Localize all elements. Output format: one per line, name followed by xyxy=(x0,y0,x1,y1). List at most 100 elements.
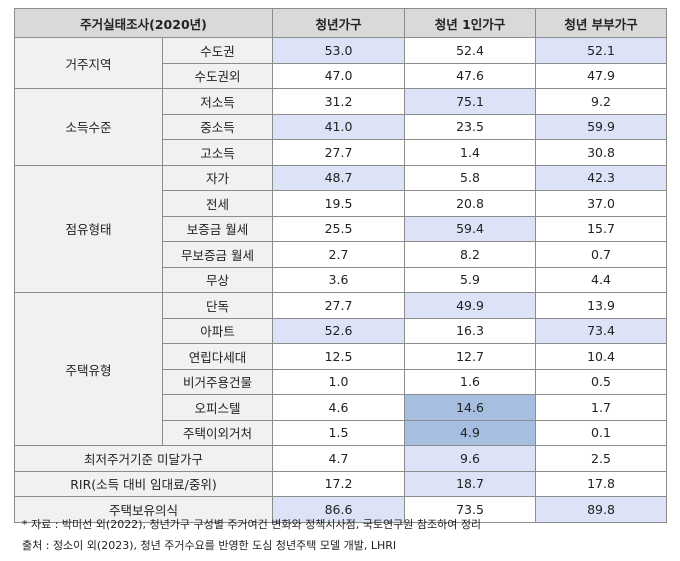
value-cell: 5.9 xyxy=(404,266,536,293)
value-cell: 0.1 xyxy=(535,419,667,446)
value-cell: 12.5 xyxy=(272,343,405,370)
value-cell: 52.1 xyxy=(535,37,667,64)
value-cell: 4.7 xyxy=(272,445,405,472)
citation-note: 출처 : 정소이 외(2023), 청년 주거수요를 반영한 도심 청년주택 모… xyxy=(22,539,397,552)
value-cell: 2.5 xyxy=(535,445,667,472)
value-cell: 27.7 xyxy=(272,139,405,166)
table-row: 보증금 월세 25.5 59.4 15.7 xyxy=(15,215,667,242)
row-label: 주택보유의식 xyxy=(14,496,273,523)
table-row: 거주지역 수도권 53.0 52.4 52.1 xyxy=(14,37,667,89)
value-cell: 86.6 xyxy=(272,496,405,523)
group-label: 소득수준 xyxy=(14,88,163,166)
value-cell: 19.5 xyxy=(272,190,405,217)
value-cell: 49.9 xyxy=(404,292,536,319)
value-cell: 1.5 xyxy=(272,419,405,446)
value-cell: 59.4 xyxy=(404,215,536,242)
row-label: 아파트 xyxy=(162,317,273,344)
table-row: 오피스텔 4.6 14.6 1.7 xyxy=(15,394,667,421)
table-row: 점유형태 자가 48.7 5.8 42.3 xyxy=(14,164,667,293)
value-cell: 1.6 xyxy=(404,368,536,395)
value-cell: 42.3 xyxy=(535,164,667,191)
value-cell: 73.5 xyxy=(404,496,536,523)
value-cell: 27.7 xyxy=(272,292,405,319)
value-cell: 0.5 xyxy=(535,368,667,395)
row-label: 저소득 xyxy=(162,88,273,115)
value-cell: 47.0 xyxy=(272,62,405,89)
row-label: 최저주거기준 미달가구 xyxy=(14,445,273,472)
value-cell: 48.7 xyxy=(272,164,405,191)
value-cell: 18.7 xyxy=(404,470,536,497)
value-cell: 9.6 xyxy=(404,445,536,472)
value-cell: 17.2 xyxy=(272,470,405,497)
value-cell: 4.9 xyxy=(404,419,536,446)
table-row: 연립다세대 12.5 12.7 10.4 xyxy=(15,343,667,370)
table-row: 전세 19.5 20.8 37.0 xyxy=(15,190,667,217)
value-cell: 10.4 xyxy=(535,343,667,370)
value-cell: 14.6 xyxy=(404,394,536,421)
row-label: 연립다세대 xyxy=(162,343,273,370)
value-cell: 3.6 xyxy=(272,266,405,293)
value-cell: 37.0 xyxy=(535,190,667,217)
value-cell: 52.4 xyxy=(404,37,536,64)
header-youth-single: 청년 1인가구 xyxy=(404,8,536,38)
row-label: RIR(소득 대비 임대료/중위) xyxy=(14,470,273,497)
value-cell: 8.2 xyxy=(404,241,536,268)
value-cell: 1.7 xyxy=(535,394,667,421)
value-cell: 1.4 xyxy=(404,139,536,166)
table-header-row: 주거실태조사(2020년) 청년가구 청년 1인가구 청년 부부가구 xyxy=(14,8,667,38)
row-label: 수도권외 xyxy=(162,62,273,89)
row-label: 단독 xyxy=(162,292,273,319)
row-label: 무보증금 월세 xyxy=(162,241,273,268)
table-body: 거주지역 수도권 53.0 52.4 52.1 수도권외 47.0 47.6 47.9 소득수준 저… xyxy=(14,37,667,523)
row-label: 오피스텔 xyxy=(162,394,273,421)
group-label: 주택유형 xyxy=(14,292,163,446)
value-cell: 16.3 xyxy=(404,317,536,344)
table-row: 수도권외 47.0 47.6 47.9 xyxy=(15,62,667,89)
table-row: 주택유형 단독 27.7 49.9 13.9 xyxy=(14,292,667,446)
table-row: 주택이외거처 1.5 4.9 0.1 xyxy=(15,419,667,446)
value-cell: 5.8 xyxy=(404,164,536,191)
value-cell: 1.0 xyxy=(272,368,405,395)
value-cell: 53.0 xyxy=(272,37,405,64)
value-cell: 75.1 xyxy=(404,88,536,115)
value-cell: 30.8 xyxy=(535,139,667,166)
header-youth-couple: 청년 부부가구 xyxy=(535,8,667,38)
value-cell: 47.9 xyxy=(535,62,667,89)
header-survey: 주거실태조사(2020년) xyxy=(14,8,273,38)
row-label: 중소득 xyxy=(162,113,273,140)
group-label: 거주지역 xyxy=(14,37,163,89)
value-cell: 23.5 xyxy=(404,113,536,140)
table-row: RIR(소득 대비 임대료/중위) 17.2 18.7 17.8 xyxy=(14,470,667,497)
value-cell: 41.0 xyxy=(272,113,405,140)
value-cell: 73.4 xyxy=(535,317,667,344)
row-label: 비거주용건물 xyxy=(162,368,273,395)
row-label: 전세 xyxy=(162,190,273,217)
source-note: * 자료 : 박미선 외(2022), 청년가구 구성별 주거여건 변화와 정책… xyxy=(22,518,482,531)
row-label: 무상 xyxy=(162,266,273,293)
value-cell: 4.6 xyxy=(272,394,405,421)
table-row: 중소득 41.0 23.5 59.9 xyxy=(15,113,667,140)
table-row: 최저주거기준 미달가구 4.7 9.6 2.5 xyxy=(14,445,667,472)
value-cell: 0.7 xyxy=(535,241,667,268)
row-label: 고소득 xyxy=(162,139,273,166)
value-cell: 9.2 xyxy=(535,88,667,115)
header-youth-households: 청년가구 xyxy=(272,8,405,38)
value-cell: 4.4 xyxy=(535,266,667,293)
value-cell: 17.8 xyxy=(535,470,667,497)
row-label: 수도권 xyxy=(162,37,273,64)
row-label: 보증금 월세 xyxy=(162,215,273,242)
value-cell: 12.7 xyxy=(404,343,536,370)
value-cell: 31.2 xyxy=(272,88,405,115)
value-cell: 15.7 xyxy=(535,215,667,242)
table-row: 주택보유의식 86.6 73.5 89.8 xyxy=(14,496,667,523)
group-label: 점유형태 xyxy=(14,164,163,293)
value-cell: 59.9 xyxy=(535,113,667,140)
row-label: 자가 xyxy=(162,164,273,191)
value-cell: 13.9 xyxy=(535,292,667,319)
footnotes: * 자료 : 박미선 외(2022), 청년가구 구성별 주거여건 변화와 정책… xyxy=(22,514,481,556)
value-cell: 52.6 xyxy=(272,317,405,344)
row-label: 주택이외거처 xyxy=(162,419,273,446)
value-cell: 25.5 xyxy=(272,215,405,242)
value-cell: 89.8 xyxy=(535,496,667,523)
table-row: 소득수준 저소득 31.2 75.1 9.2 xyxy=(14,88,667,166)
